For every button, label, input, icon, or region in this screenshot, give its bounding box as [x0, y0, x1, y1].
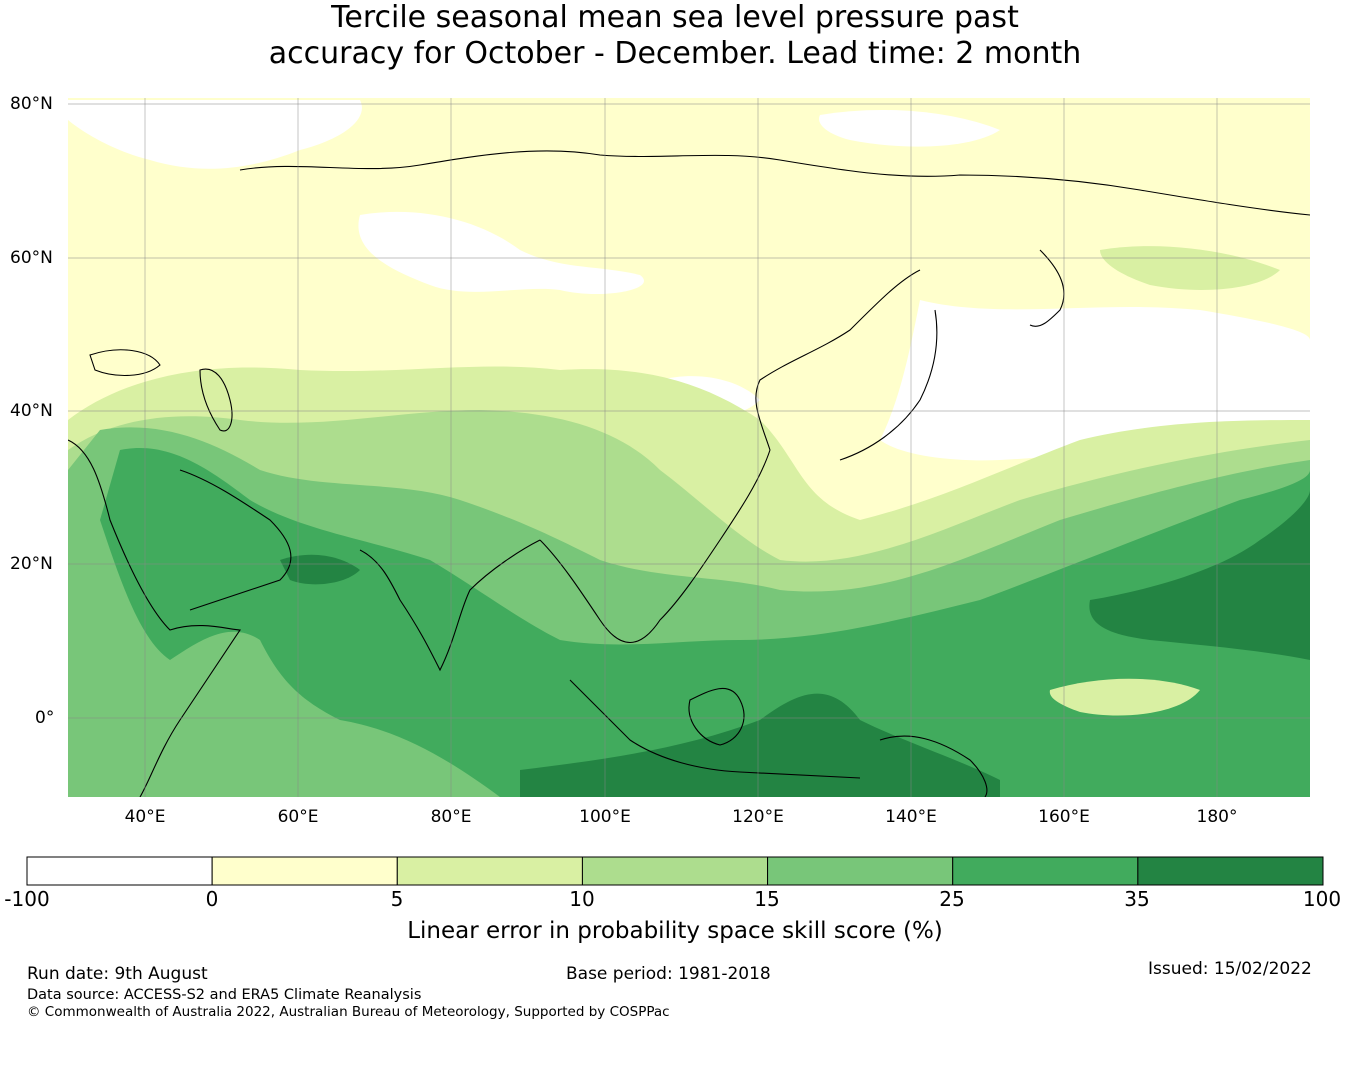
coastline-persian-gulf [179, 469, 292, 611]
skill-band-35-100-arabia [280, 554, 360, 585]
coastline-borneo [688, 687, 745, 746]
colorbar-segment [1137, 856, 1324, 886]
coastline-india [359, 539, 541, 672]
colorbar-tick-label: -100 [4, 887, 50, 911]
skill-band-25-35 [100, 448, 1310, 797]
lon-label-100e: 100°E [579, 807, 631, 827]
skill-band-35-100-maritime [520, 693, 1000, 797]
title-line-1: Tercile seasonal mean sea level pressure… [331, 0, 1019, 35]
skill-band-negative-pacific [880, 300, 1310, 461]
colorbar [26, 856, 1324, 886]
colorbar-tick-label: 10 [569, 887, 595, 911]
lat-label-0: 0° [35, 708, 55, 728]
colorbar-tick-label: 15 [754, 887, 780, 911]
skill-band-negative-arctic [819, 110, 1000, 147]
skill-band-10-15-pacific-patch [1049, 678, 1200, 716]
lon-label-40e: 40°E [124, 807, 166, 827]
skill-band-35-100-pacific [1089, 490, 1310, 660]
colorbar-segment [396, 856, 583, 886]
coastline-arctic [239, 150, 1310, 216]
colorbar-tick-label: 35 [1124, 887, 1150, 911]
colorbar-tick-label: 100 [1302, 887, 1342, 911]
chart-title: Tercile seasonal mean sea level pressure… [0, 0, 1350, 72]
coastline-arabia-africa [68, 439, 242, 797]
skill-band-5-10-east-siberia [1100, 246, 1280, 290]
skill-band-negative-siberia [358, 211, 644, 295]
colorbar-segment [26, 856, 213, 886]
data-source: Data source: ACCESS-S2 and ERA5 Climate … [27, 987, 422, 1003]
coastline-black-sea [89, 349, 161, 377]
coastline-caspian [199, 368, 233, 432]
lon-label-80e: 80°E [430, 807, 472, 827]
coastline-southeast-asia [539, 449, 771, 644]
colorbar-label: Linear error in probability space skill … [407, 918, 943, 944]
skill-band-negative-north [68, 100, 362, 169]
issued-date: Issued: 15/02/2022 [1148, 959, 1312, 979]
coastline-japan [839, 309, 938, 461]
lon-label-140e: 140°E [885, 807, 937, 827]
lon-label-60e: 60°E [277, 807, 319, 827]
run-date: Run date: 9th August [27, 964, 208, 984]
lon-label-180: 180° [1196, 807, 1238, 827]
title-line-2: accuracy for October - December. Lead ti… [268, 36, 1082, 71]
colorbar-segment [767, 856, 954, 886]
colorbar-segment [211, 856, 398, 886]
colorbar-tick-label: 5 [390, 887, 404, 911]
coastline-kamchatka [1029, 249, 1065, 327]
base-period: Base period: 1981-2018 [566, 964, 771, 984]
lat-label-40n: 40°N [10, 401, 53, 421]
coastline-china-korea [755, 269, 921, 451]
colorbar-tick-label: 25 [939, 887, 965, 911]
lat-label-60n: 60°N [10, 248, 53, 268]
coastline-sumatra-java [569, 679, 861, 779]
colorbar-tick-label: 0 [205, 887, 219, 911]
copyright: © Commonwealth of Australia 2022, Austra… [27, 1004, 670, 1020]
lat-label-80n: 80°N [10, 94, 53, 114]
lon-label-160e: 160°E [1038, 807, 1090, 827]
colorbar-segment [581, 856, 769, 886]
lat-label-20n: 20°N [10, 554, 53, 574]
lon-label-120e: 120°E [732, 807, 784, 827]
coastline-new-guinea [879, 735, 988, 797]
colorbar-segment [952, 856, 1139, 886]
